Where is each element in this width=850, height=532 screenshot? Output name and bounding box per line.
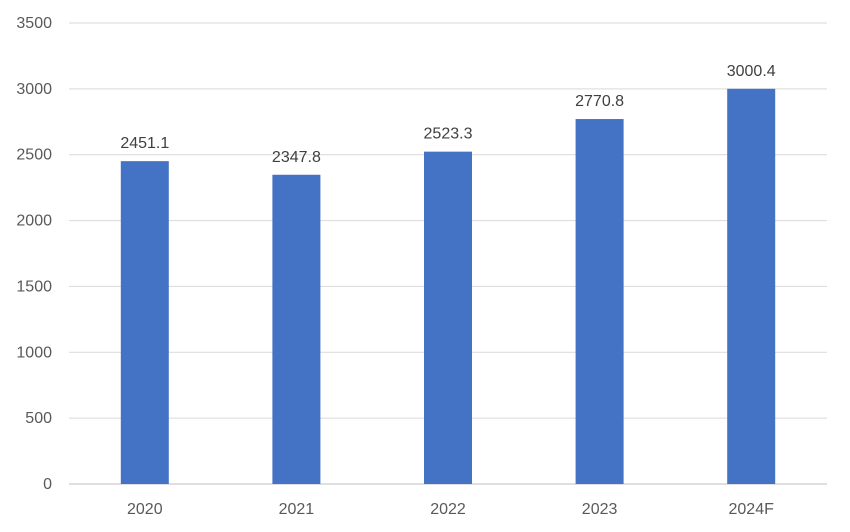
x-axis-ticks: 2020 2021 2022 2023 2024F <box>127 501 774 518</box>
y-tick-label: 1000 <box>16 344 52 361</box>
data-labels: 2451.1 2347.8 2523.3 2770.8 3000.4 <box>120 63 775 166</box>
y-tick-label: 2500 <box>16 147 52 164</box>
data-label-2024F: 3000.4 <box>727 63 776 80</box>
x-tick-label-2023: 2023 <box>582 501 618 518</box>
x-tick-label-2022: 2022 <box>430 501 466 518</box>
bar-2023[interactable] <box>575 119 624 485</box>
bar-2022[interactable] <box>424 151 472 485</box>
y-tick-label: 3000 <box>16 81 52 98</box>
data-label-2021: 2347.8 <box>272 149 321 166</box>
y-tick-label: 0 <box>43 476 52 493</box>
y-tick-label: 3500 <box>16 15 52 32</box>
bar-2024F[interactable] <box>727 88 776 485</box>
y-tick-label: 500 <box>25 410 52 427</box>
data-label-2022: 2523.3 <box>424 126 473 143</box>
bar-2021[interactable] <box>272 174 321 484</box>
data-label-2020: 2451.1 <box>120 135 169 152</box>
y-tick-label: 2000 <box>16 213 52 230</box>
data-label-2023: 2770.8 <box>575 93 624 110</box>
bars <box>120 88 776 485</box>
x-tick-label-2020: 2020 <box>127 501 163 518</box>
y-tick-label: 1500 <box>16 278 52 295</box>
y-axis-ticks: 0 500 1000 1500 2000 2500 3000 3500 <box>16 15 52 493</box>
x-tick-label-2024F: 2024F <box>729 501 775 518</box>
x-tick-label-2021: 2021 <box>279 501 315 518</box>
bar-2020[interactable] <box>120 161 169 484</box>
